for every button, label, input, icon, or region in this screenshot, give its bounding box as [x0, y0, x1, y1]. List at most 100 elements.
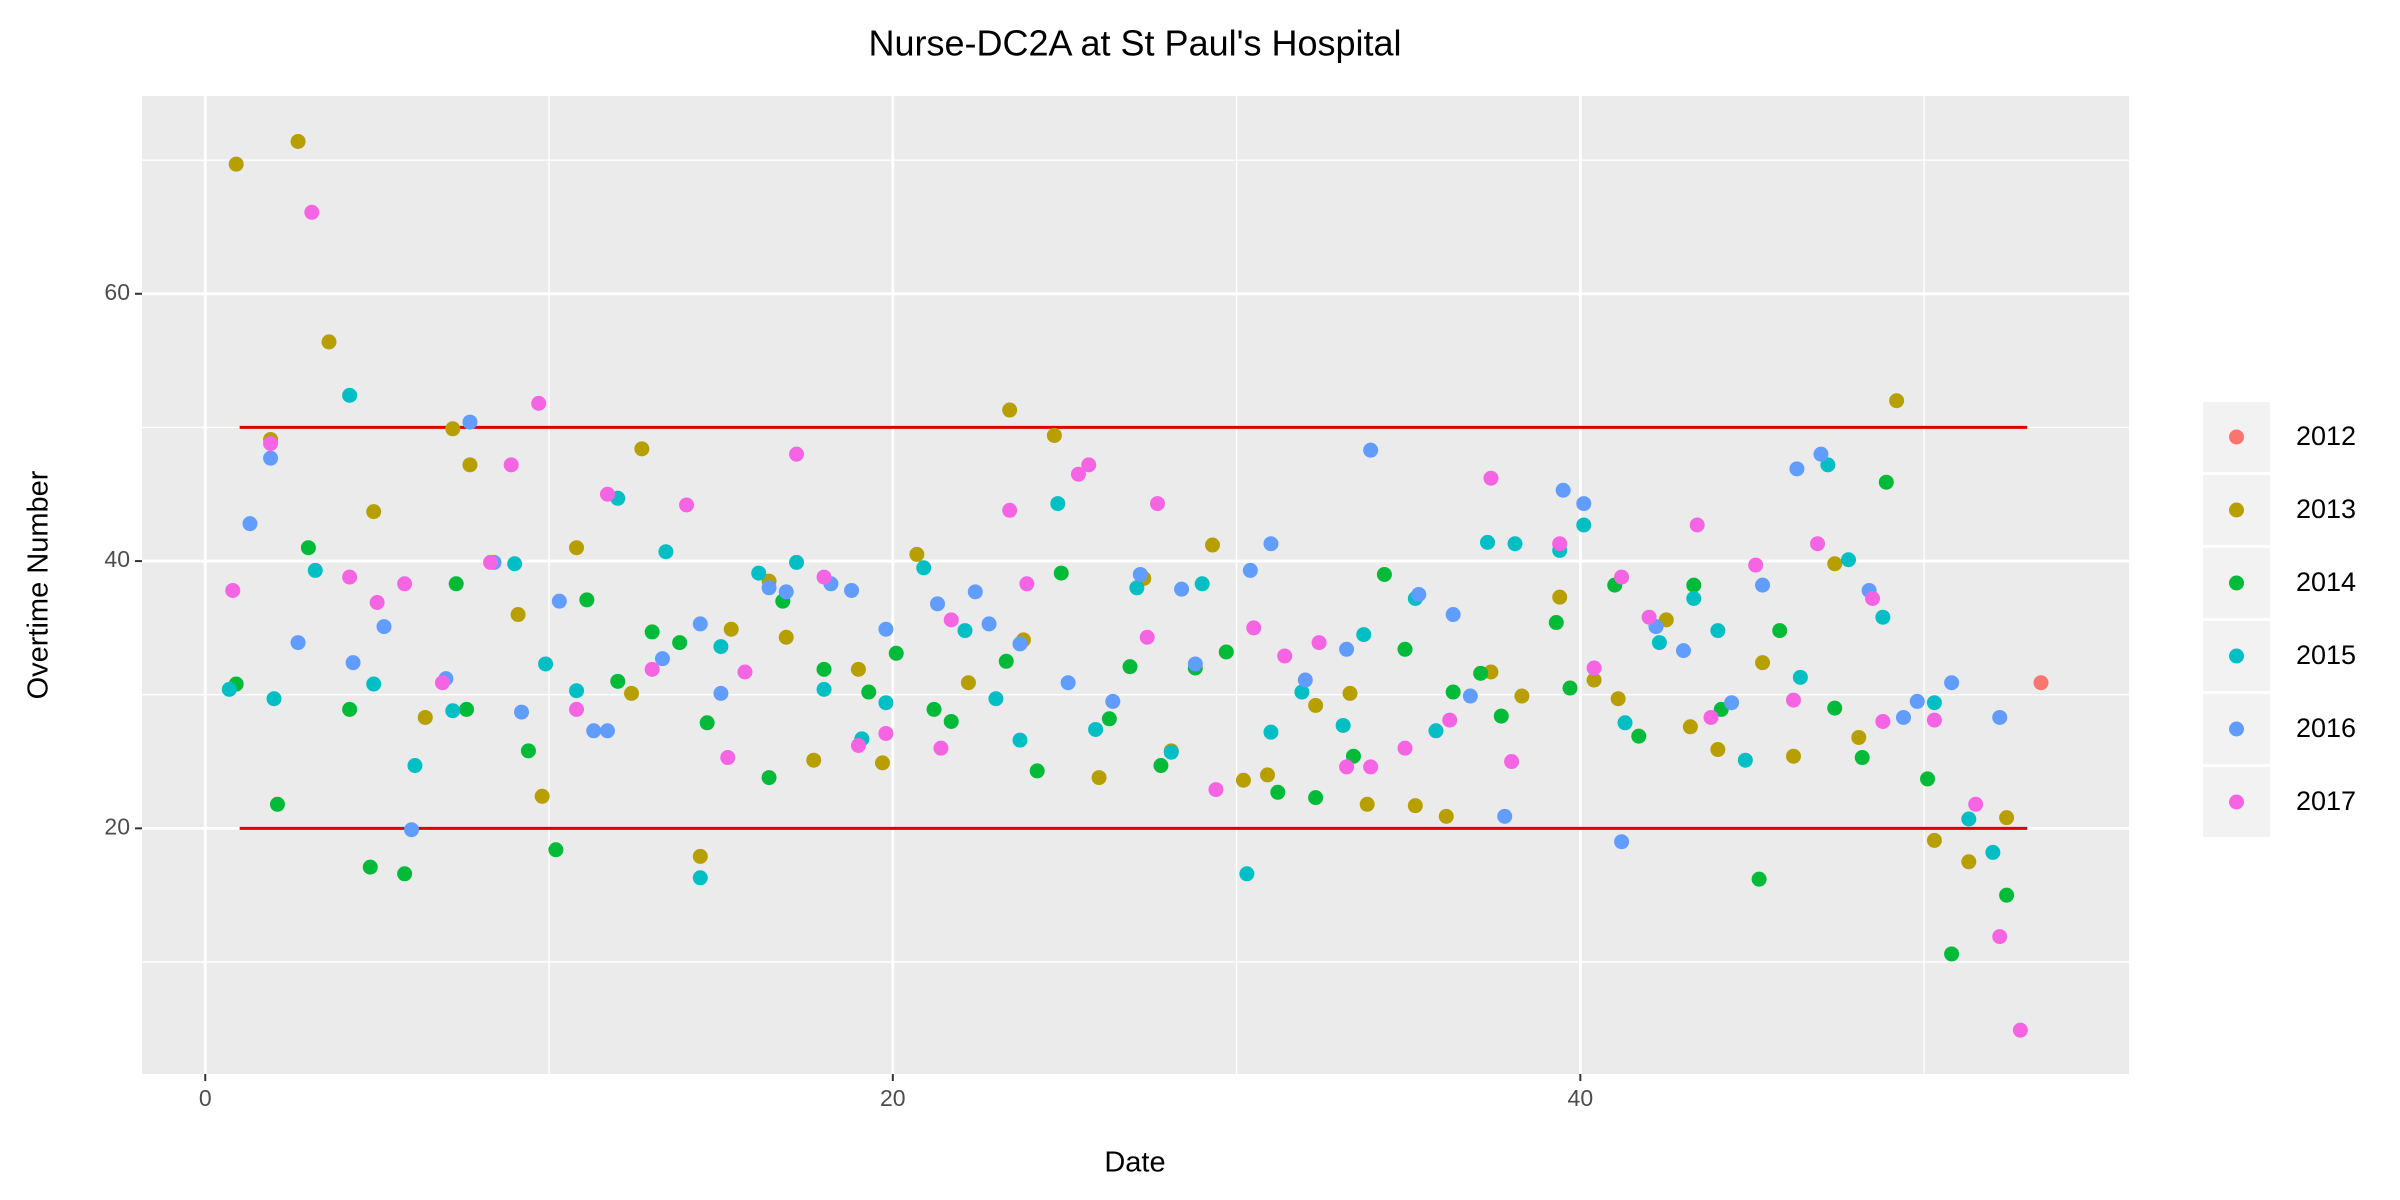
x-axis-title: Date: [1104, 1147, 1165, 1179]
point: [1070, 466, 1086, 482]
point: [1504, 754, 1520, 770]
point: [531, 395, 547, 411]
point: [1827, 700, 1843, 716]
point: [1428, 723, 1444, 739]
point: [1150, 496, 1166, 512]
point: [644, 624, 660, 640]
point: [943, 713, 959, 729]
point: [1895, 709, 1911, 725]
point: [1810, 536, 1826, 552]
point: [1813, 446, 1829, 462]
point: [538, 656, 554, 672]
point: [644, 661, 660, 677]
point: [1999, 810, 2015, 826]
point: [586, 723, 602, 739]
point: [300, 540, 316, 556]
point: [1617, 715, 1633, 731]
point: [1961, 854, 1977, 870]
legend-label: 2016: [2296, 713, 2356, 743]
point: [1840, 552, 1856, 568]
point: [1356, 627, 1372, 643]
point: [692, 848, 708, 864]
point: [366, 676, 382, 692]
point: [1407, 798, 1423, 814]
point: [878, 695, 894, 711]
point: [321, 334, 337, 350]
point: [1552, 589, 1568, 605]
x-tick-label: 20: [880, 1085, 906, 1111]
point: [806, 752, 822, 768]
point: [1473, 665, 1489, 681]
point: [713, 685, 729, 701]
x-tick-label: 0: [199, 1085, 212, 1111]
point: [1101, 711, 1117, 727]
legend-marker: [2229, 502, 2244, 518]
point: [1586, 660, 1602, 676]
point: [1342, 685, 1358, 701]
point: [263, 435, 279, 451]
point: [1445, 684, 1461, 700]
point: [510, 607, 526, 623]
point: [307, 562, 323, 578]
point: [816, 661, 832, 677]
point: [1878, 474, 1894, 490]
point: [1548, 615, 1564, 631]
point: [1552, 536, 1568, 552]
point: [1703, 709, 1719, 725]
point: [1507, 536, 1523, 552]
point: [569, 701, 585, 717]
point: [672, 635, 688, 651]
point: [1445, 607, 1461, 623]
point: [242, 516, 258, 532]
point: [434, 675, 450, 691]
point: [1641, 609, 1657, 625]
point: [1397, 641, 1413, 657]
point: [1737, 752, 1753, 768]
point: [1875, 609, 1891, 625]
point: [1129, 580, 1145, 596]
point: [1968, 796, 1984, 812]
legend-marker: [2229, 794, 2244, 810]
point: [1002, 402, 1018, 418]
point: [1046, 427, 1062, 443]
point: [1359, 796, 1375, 812]
point: [1944, 946, 1960, 962]
point: [1335, 717, 1351, 733]
point: [699, 715, 715, 731]
point: [751, 565, 767, 581]
point: [998, 653, 1014, 669]
point: [1242, 562, 1258, 578]
point: [1614, 834, 1630, 850]
point: [1926, 695, 1942, 711]
point: [1050, 496, 1066, 512]
y-tick-label: 60: [104, 279, 130, 305]
point: [1785, 692, 1801, 708]
point: [988, 691, 1004, 707]
point: [1260, 767, 1276, 783]
point: [1053, 565, 1069, 581]
point: [376, 619, 392, 635]
point: [1926, 832, 1942, 848]
x-tick-label: 40: [1568, 1085, 1594, 1111]
point: [1363, 442, 1379, 458]
point: [1686, 577, 1702, 593]
point: [624, 685, 640, 701]
legend: 2012 2013 2014 2015 2016 2017: [2203, 402, 2356, 837]
point: [266, 691, 282, 707]
point: [1187, 656, 1203, 672]
axes: 0 20 40 20 40 60: [104, 279, 1593, 1111]
point: [1724, 695, 1740, 711]
point: [720, 750, 736, 766]
legend-marker: [2229, 575, 2244, 591]
point: [929, 596, 945, 612]
point: [957, 623, 973, 639]
point: [850, 661, 866, 677]
point: [1555, 482, 1571, 498]
point: [1132, 566, 1148, 582]
point: [1339, 759, 1355, 775]
point: [1675, 643, 1691, 659]
point: [1122, 659, 1138, 675]
point: [1029, 763, 1045, 779]
point: [874, 755, 890, 771]
